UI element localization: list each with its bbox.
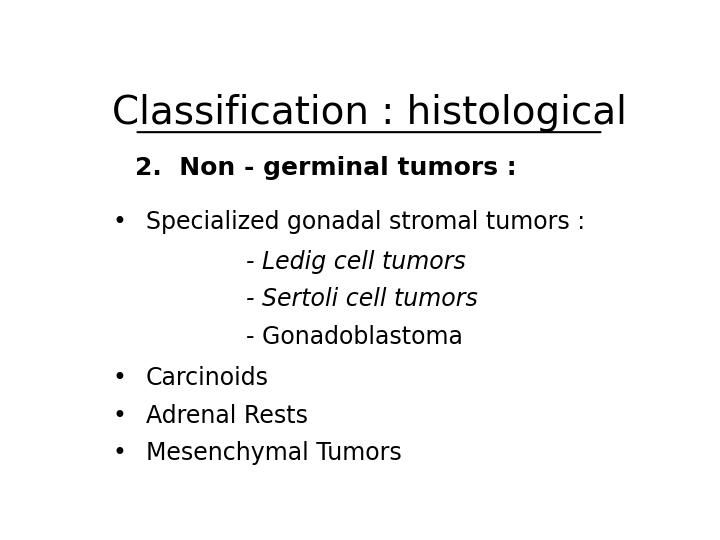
Text: - Ledig cell tumors: - Ledig cell tumors	[246, 250, 466, 274]
Text: - Sertoli cell tumors: - Sertoli cell tumors	[246, 287, 478, 311]
Text: Carcinoids: Carcinoids	[145, 366, 269, 390]
Text: •: •	[112, 441, 126, 465]
Text: 2.  Non - germinal tumors :: 2. Non - germinal tumors :	[135, 156, 516, 180]
Text: Adrenal Rests: Adrenal Rests	[145, 404, 308, 428]
Text: •: •	[112, 366, 126, 390]
Text: Specialized gonadal stromal tumors :: Specialized gonadal stromal tumors :	[145, 210, 585, 234]
Text: Classification : histological: Classification : histological	[112, 94, 626, 132]
Text: •: •	[112, 210, 126, 234]
Text: - Gonadoblastoma: - Gonadoblastoma	[246, 325, 463, 349]
Text: Mesenchymal Tumors: Mesenchymal Tumors	[145, 441, 402, 465]
Text: •: •	[112, 404, 126, 428]
